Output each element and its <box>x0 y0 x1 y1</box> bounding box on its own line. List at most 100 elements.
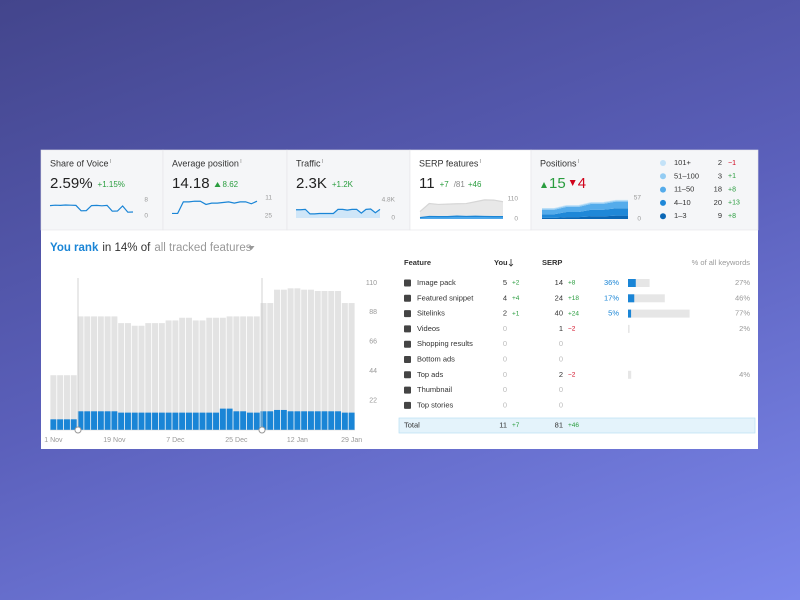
bar <box>118 412 125 430</box>
cell: 4 <box>503 293 507 302</box>
bar <box>246 316 253 430</box>
cell: +1 <box>512 310 520 317</box>
stacked-area <box>542 201 628 215</box>
bar <box>70 419 77 430</box>
bar <box>131 325 138 430</box>
bar <box>233 316 240 430</box>
cell: 2 <box>559 370 563 379</box>
bar <box>274 409 281 430</box>
feature-icon <box>404 356 411 363</box>
bar <box>348 303 355 430</box>
spark-tick-label: 25 <box>265 213 273 220</box>
rank-part: all tracked features <box>154 242 251 254</box>
cell: 24 <box>555 293 563 302</box>
cell: Shopping results <box>417 339 473 348</box>
cell: +18 <box>568 295 579 302</box>
spark-line <box>419 215 503 219</box>
legend-dot <box>660 160 666 166</box>
cell: 0 <box>559 354 563 363</box>
spark-tick-label: 0 <box>391 215 395 222</box>
bar <box>206 412 213 430</box>
event-marker[interactable] <box>258 426 266 434</box>
spark-tick-label: 11 <box>265 195 272 202</box>
bar <box>63 419 70 430</box>
bar <box>124 323 131 430</box>
rank-part: You rank <box>50 242 99 254</box>
bar <box>77 411 84 430</box>
event-marker[interactable] <box>74 426 82 434</box>
card-value: 2.3K <box>296 175 327 192</box>
legend-change: −1 <box>728 160 736 167</box>
bar <box>219 317 226 430</box>
cell: 2% <box>739 324 750 333</box>
cell: +24 <box>568 310 579 317</box>
bar <box>260 411 267 430</box>
feature-icon <box>404 386 411 394</box>
share-bar <box>628 279 650 287</box>
card-change: 8.62 <box>223 180 239 189</box>
sort-arrow[interactable] <box>508 259 514 267</box>
column-header: Feature <box>404 258 431 267</box>
spark-line <box>419 199 504 212</box>
bar <box>111 411 118 430</box>
cell: Featured snippet <box>417 293 474 302</box>
bar <box>274 289 281 430</box>
legend-count: 3 <box>718 171 722 180</box>
stacked-area <box>542 199 628 209</box>
stacked-area <box>542 215 628 219</box>
bar <box>138 412 145 430</box>
cell: 77% <box>735 309 750 318</box>
up-arrow <box>541 182 547 188</box>
bar <box>253 412 260 430</box>
bar <box>321 411 328 430</box>
bar <box>185 412 192 430</box>
cell: +4 <box>512 295 520 302</box>
dropdown-caret[interactable] <box>248 246 255 250</box>
bar <box>63 375 70 430</box>
x-tick-label: 7 Dec <box>166 437 185 444</box>
bar <box>301 289 308 430</box>
bar <box>314 291 321 430</box>
card-value: 2.59% <box>50 175 93 192</box>
card-total-change: +46 <box>468 180 482 189</box>
legend-label: 11–50 <box>674 185 694 194</box>
bar <box>185 317 192 430</box>
legend-count: 20 <box>714 198 722 207</box>
cell: 1 <box>559 324 563 333</box>
card-title: Share of Voice <box>50 158 109 168</box>
legend-change: +13 <box>728 200 740 207</box>
bar <box>341 303 348 430</box>
y-tick-label: 66 <box>369 339 377 346</box>
bar <box>145 323 152 430</box>
bar <box>226 316 233 430</box>
bar <box>104 411 111 430</box>
spark-tick-label: 0 <box>514 216 518 223</box>
spark-tick-label: 8 <box>144 197 148 204</box>
cell: 11 <box>499 420 507 429</box>
legend-dot <box>660 199 666 206</box>
card-title: SERP features <box>419 158 479 168</box>
bar <box>253 316 260 430</box>
cell: 0 <box>559 385 563 394</box>
cell: Top ads <box>417 370 444 379</box>
legend-label: 101+ <box>674 158 692 167</box>
positions-down: 4 <box>578 175 586 192</box>
legend-dot <box>660 186 666 193</box>
bar <box>131 412 138 430</box>
share-bar <box>628 324 630 333</box>
bar <box>240 411 247 430</box>
bar <box>165 412 172 430</box>
x-tick-label: 19 Nov <box>103 437 126 444</box>
down-arrow <box>569 180 576 186</box>
cell: 0 <box>503 324 507 333</box>
feature-icon <box>404 401 411 409</box>
bar <box>199 320 206 430</box>
legend-label: 1–3 <box>674 211 687 220</box>
you-share-bar <box>628 279 636 287</box>
spark-line <box>49 204 134 213</box>
bar <box>172 320 179 430</box>
bar <box>314 411 321 430</box>
spark-tick-label: 110 <box>508 196 519 203</box>
legend-count: 18 <box>714 185 722 194</box>
